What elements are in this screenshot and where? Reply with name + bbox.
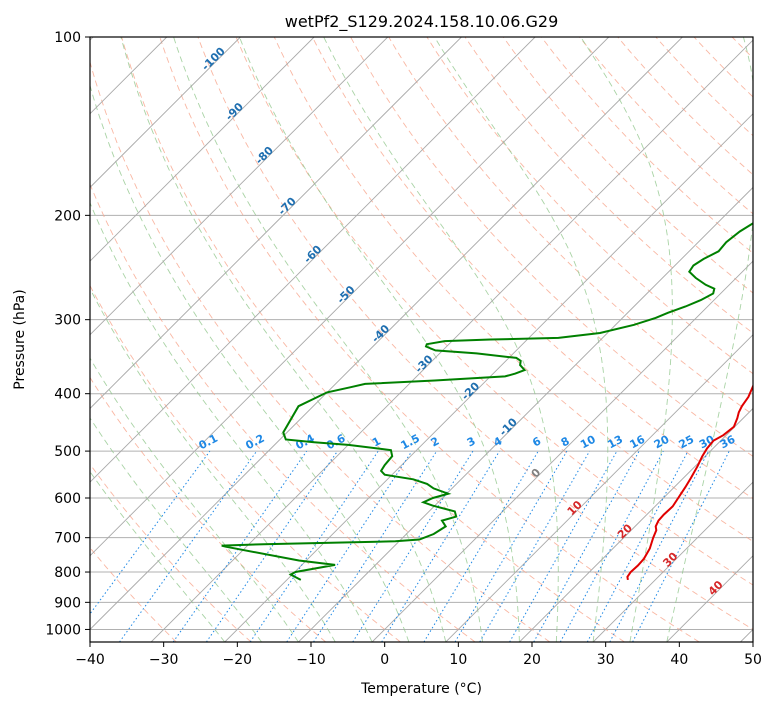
isotherm-line: [90, 37, 241, 189]
x-tick-label: −30: [149, 652, 179, 668]
mixing-ratio-line: [381, 450, 500, 642]
x-tick-label: 10: [449, 652, 467, 668]
dry-adiabat-line: [502, 37, 753, 294]
y-tick-label: 500: [54, 444, 81, 460]
dry-adiabat-line: [617, 37, 753, 176]
x-tick-label: 40: [670, 652, 688, 668]
mixing-ratio-line: [559, 450, 664, 642]
x-tick-label: 20: [523, 652, 541, 668]
isotherm-line: [90, 37, 610, 557]
dry-adiabat-line: [388, 37, 753, 416]
dry-adiabat-line: [464, 37, 753, 334]
dry-adiabat-line: [90, 60, 551, 642]
mixing-ratio-line: [509, 450, 618, 642]
mixing-ratio-label: 36: [718, 433, 738, 452]
y-tick-label: 200: [54, 208, 81, 224]
isotherm-line: [519, 407, 753, 642]
mixing-ratio-label: 13: [605, 433, 625, 452]
mixing-ratio-line: [172, 450, 308, 642]
dry-adiabat-line: [121, 37, 625, 642]
x-axis-label: Temperature (°C): [360, 681, 482, 697]
mixing-ratio-label: 25: [677, 433, 697, 452]
mixing-ratio-line: [423, 450, 539, 642]
isotherm-line: [90, 37, 315, 262]
moist-adiabat-line: [434, 37, 609, 642]
mixing-ratio-line: [205, 450, 338, 642]
sounding-traces: [221, 222, 753, 581]
mixing-ratio-line: [313, 450, 438, 642]
mixing-ratio-line: [352, 450, 474, 642]
isotherm-line: [445, 334, 753, 642]
isotherm-line: [90, 37, 462, 410]
moist-adiabat-line: [666, 37, 753, 642]
moist-adiabat-line: [120, 37, 447, 642]
mixing-ratio-line: [454, 450, 568, 642]
moist-adiabat-line: [90, 470, 226, 642]
isotherm-line: [592, 481, 753, 642]
plot-frame: [89, 36, 754, 643]
isotherm-line: [90, 37, 389, 336]
y-tick-label: 700: [54, 531, 81, 547]
moist-adiabats: [90, 37, 753, 642]
moist-adiabat-line: [173, 37, 484, 642]
x-tick-label: 50: [744, 652, 762, 668]
dry-adiabat-line: [311, 37, 753, 500]
temperature-trace: [626, 383, 753, 581]
isotherm-line: [150, 39, 753, 642]
x-tick-label: 0: [380, 652, 389, 668]
dewpoint-trace: [221, 222, 753, 581]
moist-adiabat-line: [580, 37, 673, 642]
y-tick-label: 900: [54, 595, 81, 611]
dry-adiabat-line: [235, 37, 753, 586]
isotherm-line: [90, 37, 683, 631]
mixing-ratio-line: [479, 450, 591, 642]
x-tick-label: 30: [597, 652, 615, 668]
mixing-ratio-label: 30: [697, 433, 717, 452]
y-tick-label: 1000: [45, 622, 81, 638]
x-tick-label: −20: [223, 652, 253, 668]
dry-adiabat-line: [159, 37, 700, 642]
mixing-ratio-label: 20: [652, 433, 672, 452]
dry-adiabat-line: [90, 463, 252, 642]
y-tick-label: 300: [54, 313, 81, 329]
moist-adiabat-line: [238, 37, 520, 642]
isotherm-line: [371, 260, 753, 642]
mixing-ratio-label: 16: [628, 433, 648, 452]
chart-title: wetPf2_S129.2024.158.10.06.G29: [285, 12, 559, 32]
y-tick-label: 400: [54, 387, 81, 403]
mixing-ratio-line: [533, 450, 640, 642]
x-tick-label: −40: [75, 652, 105, 668]
y-tick-label: 800: [54, 565, 81, 581]
y-tick-label: 100: [54, 30, 81, 46]
moist-adiabat-line: [323, 37, 559, 642]
y-axis-label: Pressure (hPa): [12, 289, 28, 389]
isotherm-line: [90, 37, 536, 483]
mixing-ratio-label: 10: [578, 433, 598, 452]
y-tick-label: 600: [54, 491, 81, 507]
mixing-ratio-lines: [90, 450, 730, 642]
dry-adiabats: [90, 37, 753, 642]
dry-adiabat-line: [90, 284, 401, 642]
y-axis-ticks: 100 200 300 400 500 600 700 800 900 1000: [45, 30, 90, 638]
x-tick-label: −10: [296, 652, 326, 668]
x-axis-ticks: −40 −30 −20 −10 0 10 20 30 40 50: [75, 642, 762, 668]
moist-adiabat-line: [90, 287, 336, 642]
dry-adiabat-line: [579, 37, 753, 215]
dry-adiabat-line: [197, 37, 753, 630]
